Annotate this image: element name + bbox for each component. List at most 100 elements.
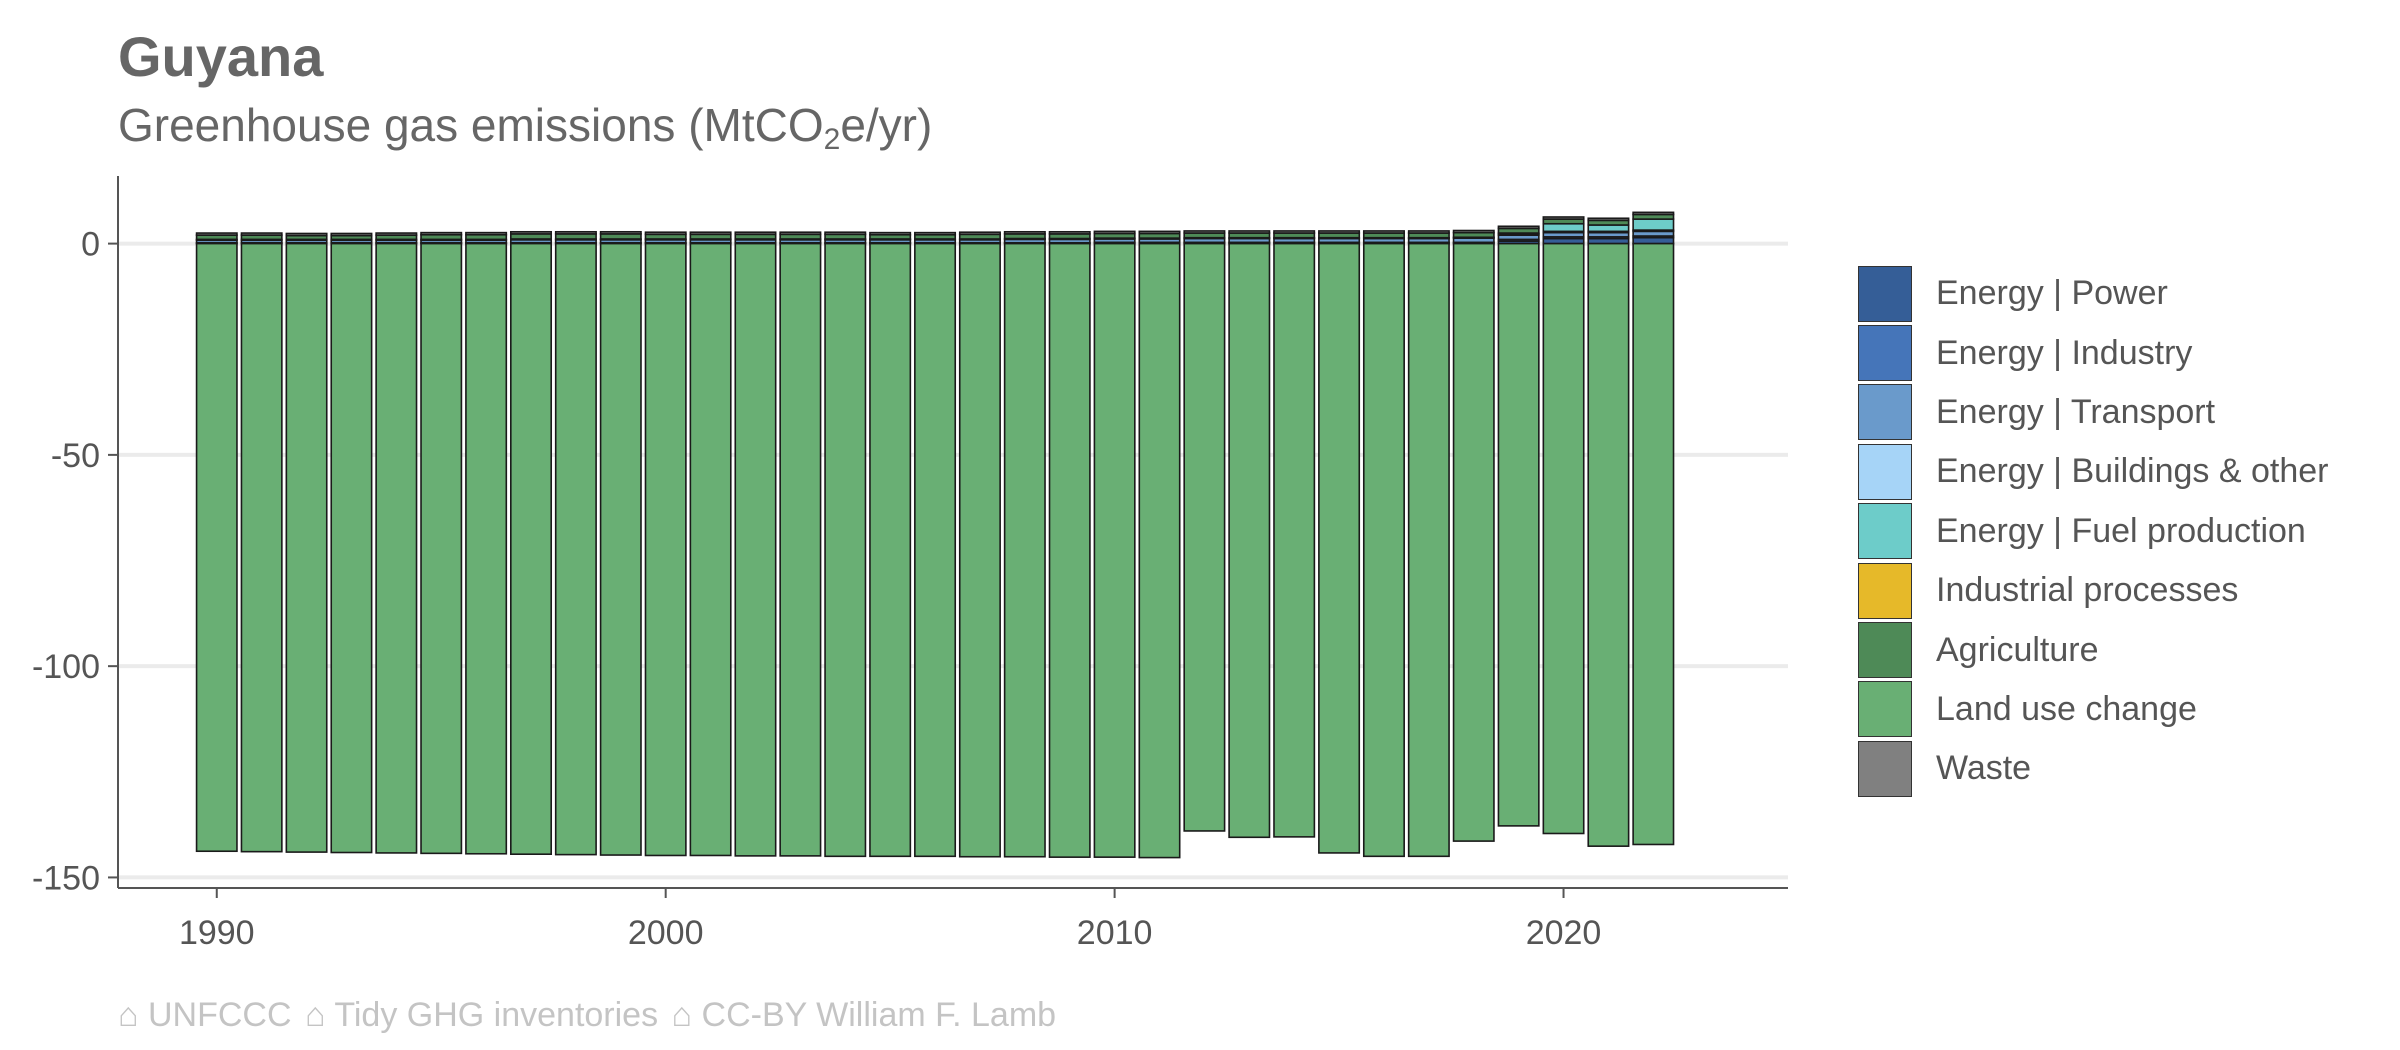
bar-segment [285,232,328,237]
bar-segment [510,242,553,855]
bar-segment [1407,242,1450,858]
bar-segment [599,242,642,856]
chart-subtitle: Greenhouse gas emissions (MtCO2e/yr) [118,99,933,155]
bar-segment [1632,242,1675,846]
y-tick-label: 0 [81,226,100,264]
bar-segment [1407,230,1450,234]
y-tick-label: -50 [51,437,100,475]
legend-key-swatch [1858,622,1912,679]
bar-segment [869,231,912,236]
caption-part-license: ⌂ CC-BY William F. Lamb [671,996,1057,1034]
bar-segment [375,232,418,236]
bar-segment [958,231,1001,236]
bar-segment [510,230,553,235]
bar-segment [1587,242,1630,847]
legend-item: Energy | Transport [1858,383,2329,442]
bar-segment [1138,230,1181,235]
caption-part-unfccc: ⌂ UNFCCC [118,996,292,1034]
legend-key-swatch [1858,384,1912,441]
bar-segment [1587,224,1630,233]
bar-segment [420,231,463,236]
bar-segment [1318,242,1361,854]
bar-segment [240,232,283,236]
bar-segment [689,242,732,857]
legend-item: Energy | Buildings & other [1858,442,2329,501]
legend-label: Energy | Industry [1936,333,2193,372]
bar-segment [330,232,373,237]
legend-label: Energy | Buildings & other [1936,452,2329,491]
bar-segment [1452,242,1495,842]
y-tick-label: -100 [32,648,100,686]
bar-segment [1048,230,1091,235]
bar-segment [195,232,238,236]
bar-segment [1183,242,1226,832]
bar-segment [1497,242,1540,827]
bar-segment [1273,230,1316,234]
bar-segment [1632,211,1675,216]
caption-part-tidy-ghg: ⌂ Tidy GHG inventories [304,996,659,1034]
bar-segment [195,242,238,853]
bar-segment [1632,236,1675,245]
legend-item: Energy | Power [1858,264,2329,323]
legend-label: Land use change [1936,689,2197,728]
bar-segment [1003,242,1046,858]
bar-segment [1093,242,1136,858]
bar-segment [240,242,283,853]
x-tick-label: 2010 [1077,914,1153,952]
bar-segment [779,231,822,236]
bar-segment [420,242,463,855]
legend-item: Agriculture [1858,620,2329,679]
legend-item: Energy | Industry [1858,323,2329,382]
bar-segment [465,242,508,855]
bar-segment [914,242,957,858]
bar-segment [1228,230,1271,234]
legend-item: Waste [1858,739,2329,798]
bar-segment [554,230,597,235]
bar-segment [1183,230,1226,234]
legend-item: Energy | Fuel production [1858,502,2329,561]
bar-segment [1542,222,1585,233]
bar-segment [1273,242,1316,838]
chart-legend: Energy | Power Energy | Industry Energy | … [1858,264,2329,799]
legend-key-swatch [1858,325,1912,382]
legend-label: Energy | Fuel production [1936,511,2306,550]
bar-segment [824,242,867,858]
bar-segment [330,242,373,854]
bar-segment [1542,242,1585,835]
bar-segment [958,242,1001,858]
bar-segment [1497,225,1540,230]
bar-segment [1542,216,1585,220]
bar-segment [914,231,957,236]
bar-segment [869,242,912,858]
legend-label: Energy | Power [1936,274,2168,313]
bar-segment [599,230,642,235]
source-caption: ⌂ UNFCCC ⌂ Tidy GHG inventories ⌂ CC-BY … [118,996,1060,1035]
legend-key-swatch [1858,681,1912,738]
bar-segment [644,231,687,236]
chart-title: Guyana [118,25,324,88]
legend-key-swatch [1858,265,1912,322]
bar-segment [644,242,687,857]
subtitle-tail: e/yr) [840,99,933,151]
x-tick-label: 1990 [179,914,255,952]
bar-segment [1003,230,1046,235]
bar-segment [1048,242,1091,858]
bar-segment [1362,242,1405,858]
subtitle-main: Greenhouse gas emissions (MtCO [118,99,824,151]
subtitle-subscript: 2 [823,123,841,156]
bar-segment [779,242,822,857]
bar-segment [554,242,597,856]
legend-label: Energy | Transport [1936,392,2216,431]
bar-segment [1138,242,1181,859]
legend-label: Waste [1936,749,2032,788]
bar-segment [1093,230,1136,235]
bar-segment [1228,242,1271,839]
bar-segment [689,231,732,236]
bar-segment [824,231,867,236]
bar-segment [1632,218,1675,231]
legend-label: Agriculture [1936,630,2099,669]
bar-segment [375,242,418,854]
bar-segment [1318,230,1361,234]
x-tick-label: 2020 [1526,914,1602,952]
